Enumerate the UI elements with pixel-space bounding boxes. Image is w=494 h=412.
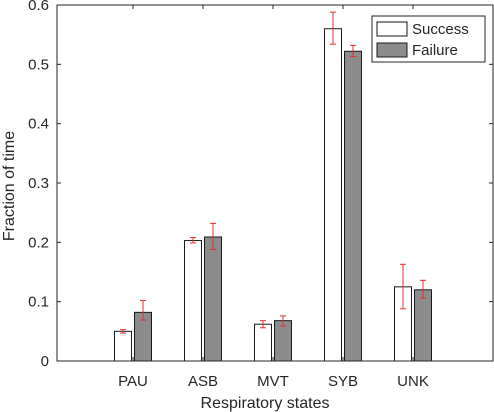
y-tick-label: 0.2 xyxy=(28,234,49,251)
error-bar-success-pau xyxy=(120,329,126,334)
x-tick-label: MVT xyxy=(257,373,289,390)
y-tick-labels: 0 0.1 0.2 0.3 0.4 0.5 0.6 xyxy=(28,0,49,370)
x-tick-label: ASB xyxy=(188,373,218,390)
y-tick-label: 0.4 xyxy=(28,116,49,133)
bar-success-syb xyxy=(324,28,342,362)
error-bar-success-asb xyxy=(190,237,196,244)
legend-label: Failure xyxy=(412,42,458,59)
legend: Success Failure xyxy=(371,15,486,63)
y-tick-label: 0.5 xyxy=(28,56,49,73)
legend-item-success: Success xyxy=(376,21,469,38)
x-tick-label: PAU xyxy=(118,373,148,390)
error-bar-success-syb xyxy=(330,11,336,45)
error-bar-failure-syb xyxy=(350,44,356,58)
x-tick-label: UNK xyxy=(397,373,429,390)
bar-failure-unk xyxy=(414,289,432,362)
error-bar-failure-mvt xyxy=(280,315,286,327)
x-axis-label: Respiratory states xyxy=(201,395,330,412)
legend-label: Success xyxy=(412,21,469,38)
y-tick-label: 0.1 xyxy=(28,294,49,311)
bar-success-mvt xyxy=(254,323,272,362)
error-bar-success-unk xyxy=(400,263,406,310)
legend-swatch xyxy=(376,21,408,37)
bar-success-asb xyxy=(184,240,202,362)
y-tick-label: 0 xyxy=(41,353,49,370)
y-tick-label: 0.6 xyxy=(28,0,49,14)
legend-item-failure: Failure xyxy=(376,42,458,59)
y-tick-label: 0.3 xyxy=(28,175,49,192)
x-tick-labels: PAU ASB MVT SYB UNK xyxy=(118,373,429,390)
bars xyxy=(114,28,432,362)
error-bar-failure-pau xyxy=(140,299,146,321)
error-bar-failure-unk xyxy=(420,279,426,299)
error-bars xyxy=(120,11,426,334)
error-bar-success-mvt xyxy=(260,320,266,329)
axes xyxy=(56,4,494,362)
bar-success-pau xyxy=(114,330,132,362)
legend-swatch xyxy=(376,42,408,58)
error-bar-failure-asb xyxy=(210,222,216,250)
x-tick-label: SYB xyxy=(328,373,358,390)
y-axis-label: Fraction of time xyxy=(1,131,18,241)
bar-failure-syb xyxy=(344,50,362,362)
bar-failure-mvt xyxy=(274,320,292,362)
bar-failure-asb xyxy=(204,236,222,362)
